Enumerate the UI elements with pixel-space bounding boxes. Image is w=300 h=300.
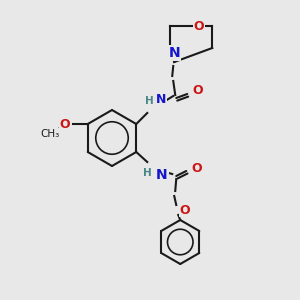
Text: N: N bbox=[156, 93, 167, 106]
Text: H: H bbox=[146, 96, 154, 106]
Text: O: O bbox=[194, 20, 204, 32]
Text: O: O bbox=[192, 83, 203, 97]
Text: O: O bbox=[59, 118, 70, 130]
Text: CH₃: CH₃ bbox=[40, 129, 59, 139]
Text: N: N bbox=[168, 46, 180, 60]
Text: N: N bbox=[156, 168, 168, 182]
Text: O: O bbox=[179, 203, 190, 217]
Text: O: O bbox=[191, 161, 202, 175]
Text: H: H bbox=[143, 168, 152, 178]
